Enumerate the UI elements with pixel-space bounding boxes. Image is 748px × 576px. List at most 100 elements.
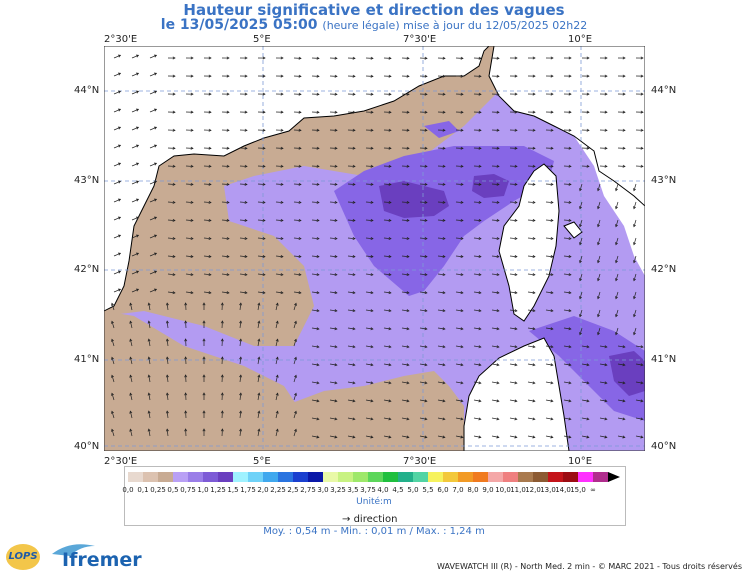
direction-arrow-head — [202, 356, 206, 360]
direction-arrow-head — [550, 363, 554, 367]
direction-arrow — [167, 201, 176, 203]
direction-arrow-head — [117, 90, 122, 94]
direction-arrow-head — [135, 90, 140, 94]
direction-arrow-head — [172, 164, 176, 168]
direction-arrow — [239, 411, 242, 419]
direction-arrow-head — [406, 110, 410, 114]
direction-arrow-head — [275, 374, 279, 378]
lat-label-left-40: 40°N — [74, 441, 100, 452]
direction-arrow-head — [615, 296, 618, 300]
scale-value-label: 0,1 — [137, 486, 149, 494]
direction-arrow-head — [622, 164, 626, 168]
direction-arrow — [148, 393, 151, 401]
scale-value-label: 1,5 — [227, 486, 239, 494]
direction-arrow-head — [184, 428, 188, 432]
direction-arrow — [149, 270, 157, 275]
direction-arrow-head — [550, 110, 554, 114]
direction-arrow — [597, 219, 601, 227]
direction-arrow-head — [579, 206, 582, 210]
direction-arrow — [491, 327, 499, 330]
direction-arrow-head — [514, 128, 518, 132]
direction-arrow-head — [550, 74, 554, 78]
direction-arrow-head — [208, 291, 212, 295]
direction-arrow-head — [550, 128, 554, 132]
direction-arrow-head — [586, 164, 590, 168]
direction-arrow-head — [568, 110, 572, 114]
update-note: (heure légale) mise à jour du 12/05/2025… — [322, 19, 588, 32]
direction-arrow-head — [622, 399, 626, 403]
direction-arrow — [257, 237, 266, 240]
direction-arrow-head — [597, 260, 600, 264]
direction-arrow — [401, 273, 409, 276]
direction-arrow — [149, 144, 157, 149]
direction-arrow-head — [370, 110, 374, 114]
scale-value-label: 2,5 — [287, 486, 299, 494]
direction-arrow-head — [316, 345, 320, 349]
direction-arrow-head — [514, 381, 518, 385]
scale-value-label: 0,25 — [150, 486, 166, 494]
direction-arrow — [166, 321, 169, 329]
direction-arrow-head — [579, 332, 582, 336]
direction-arrow-head — [316, 92, 320, 96]
direction-arrow-head — [208, 236, 212, 240]
direction-arrow-head — [550, 291, 554, 295]
direction-arrow-head — [579, 188, 582, 192]
direction-arrow-head — [478, 291, 482, 295]
direction-arrow-head — [597, 332, 600, 336]
direction-arrow-head — [496, 182, 500, 186]
direction-arrow — [113, 198, 121, 203]
direction-arrow-head — [388, 236, 392, 240]
direction-arrow-head — [370, 128, 374, 132]
direction-arrow — [617, 345, 625, 348]
direction-arrow-head — [496, 128, 500, 132]
direction-arrow-head — [532, 309, 536, 313]
direction-arrow — [509, 327, 517, 330]
direction-arrow — [113, 288, 121, 293]
direction-arrow — [131, 198, 139, 203]
direction-arrow-head — [496, 200, 500, 204]
color-swatch — [398, 472, 414, 482]
direction-arrow — [563, 399, 571, 402]
high-wave-zone-core — [379, 181, 449, 218]
direction-arrow-head — [514, 92, 518, 96]
color-swatch — [263, 472, 279, 482]
direction-arrow-head — [239, 410, 243, 414]
direction-arrow-head — [352, 236, 356, 240]
direction-arrow — [419, 417, 427, 420]
direction-arrow — [275, 429, 279, 437]
direction-arrow-head — [352, 327, 356, 331]
direction-arrow — [455, 255, 463, 258]
direction-arrow-head — [244, 273, 248, 277]
direction-arrow-head — [550, 345, 554, 349]
direction-arrow-head — [334, 327, 338, 331]
lon-label-top-5: 5°E — [253, 34, 271, 45]
direction-arrow — [383, 255, 391, 258]
direction-arrow — [257, 393, 260, 401]
direction-arrow-head — [388, 363, 392, 367]
direction-arrow — [401, 291, 409, 294]
lat-label-right-42: 42°N — [651, 264, 677, 275]
direction-arrow — [149, 126, 157, 131]
direction-arrow — [329, 201, 338, 203]
direction-arrow — [329, 273, 337, 276]
direction-arrow-head — [165, 338, 169, 342]
direction-arrow-head — [532, 399, 536, 403]
direction-arrow-head — [208, 273, 212, 277]
direction-arrow — [257, 303, 260, 311]
direction-arrow-head — [388, 128, 392, 132]
direction-arrow-head — [478, 417, 482, 421]
direction-arrow — [131, 54, 139, 59]
direction-arrow-head — [388, 399, 392, 403]
direction-arrow-head — [532, 74, 536, 78]
direction-arrow — [365, 237, 374, 240]
direction-arrow-head — [334, 56, 338, 60]
direction-arrow — [491, 273, 499, 276]
color-swatch — [173, 472, 189, 482]
direction-arrow-head — [496, 327, 500, 331]
direction-arrow-head — [135, 180, 140, 184]
direction-arrow — [473, 381, 481, 384]
direction-arrow-head — [442, 164, 446, 168]
direction-arrow-head — [298, 110, 302, 114]
direction-arrow-head — [532, 164, 536, 168]
scale-value-label: 7,0 — [452, 486, 464, 494]
